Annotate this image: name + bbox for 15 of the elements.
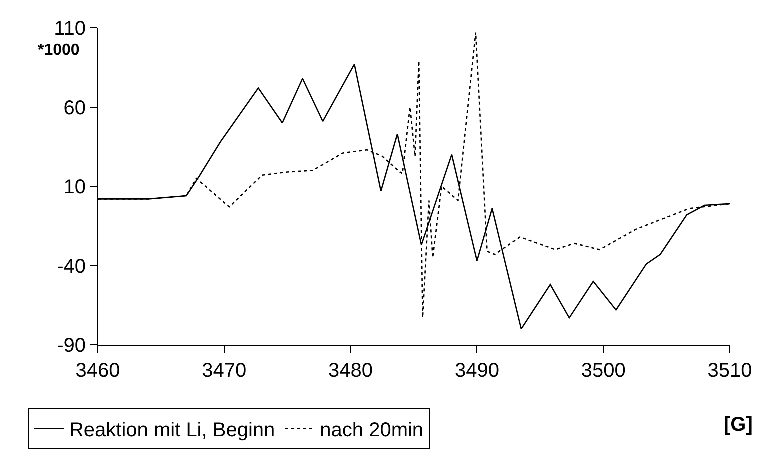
x-tick-label: 3470 (202, 360, 247, 382)
y-axis-title: *1000 (38, 42, 80, 59)
legend-label: nach 20min (320, 420, 424, 442)
x-tick-label: 3460 (76, 360, 120, 382)
y-tick-label: 60 (64, 97, 86, 120)
legend-label: Reaktion mit Li, Beginn (69, 420, 276, 442)
x-tick-label: 3480 (328, 360, 374, 382)
y-tick-label: 110 (54, 18, 86, 40)
y-tick-label: -90 (57, 335, 86, 357)
y-tick-label: -40 (57, 256, 86, 278)
x-tick-label: 3490 (454, 360, 500, 382)
x-axis-title: [G] (724, 414, 753, 436)
x-tick-label: 3510 (708, 360, 752, 382)
x-tick-label: 3500 (581, 360, 626, 382)
y-tick-label: 10 (64, 176, 86, 198)
